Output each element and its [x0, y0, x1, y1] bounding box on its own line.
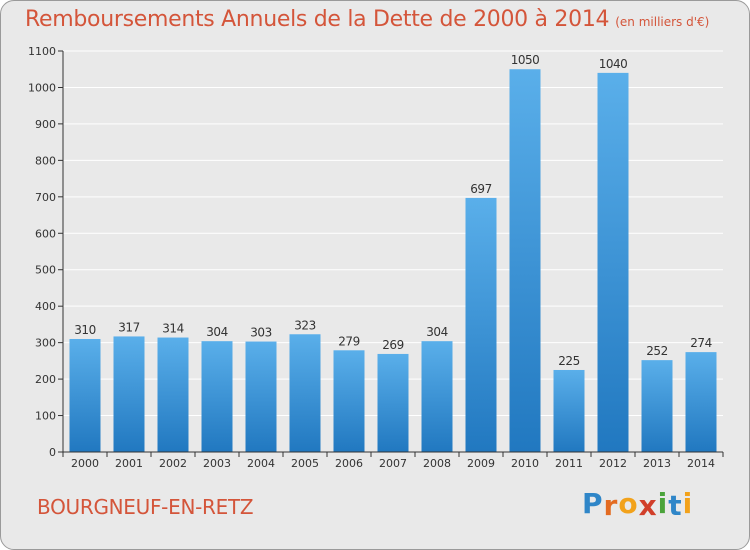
y-tick-label: 800 — [35, 154, 56, 167]
value-label-2012: 1040 — [599, 57, 628, 71]
bars — [69, 69, 717, 453]
y-tick-label: 100 — [35, 410, 56, 423]
bar-2011 — [553, 369, 585, 452]
value-label-2003: 304 — [206, 325, 227, 339]
value-label-2007: 269 — [382, 338, 403, 352]
x-tick-label-2000: 2000 — [71, 457, 99, 470]
x-tick-label-2013: 2013 — [643, 457, 671, 470]
chart-title: Remboursements Annuels de la Dette de 20… — [25, 7, 610, 32]
x-tick-label-2007: 2007 — [379, 457, 407, 470]
value-label-2004: 303 — [250, 326, 271, 340]
logo-letter: r — [603, 489, 619, 522]
logo-letter: i — [682, 487, 694, 520]
x-tick-label-2011: 2011 — [555, 457, 583, 470]
x-tick-label-2006: 2006 — [335, 457, 363, 470]
chart-title-group: Remboursements Annuels de la Dette de 20… — [25, 7, 709, 32]
logo-letter: t — [668, 489, 683, 522]
proxiti-logo[interactable]: Proxiti — [582, 487, 694, 522]
value-label-2010: 1050 — [511, 53, 540, 67]
logo-letter: o — [618, 487, 639, 520]
labels: 0 100 200 300 400 500 600 700 800 900 1000 1100 310 2… — [28, 45, 715, 470]
value-label-2008: 304 — [426, 325, 447, 339]
x-tick-label-2012: 2012 — [599, 457, 627, 470]
y-tick-label: 300 — [35, 337, 56, 350]
x-tick-label-2010: 2010 — [511, 457, 539, 470]
bar-2004 — [245, 341, 277, 452]
value-label-2005: 323 — [294, 318, 315, 332]
bar-2010 — [509, 69, 541, 453]
logo-letter: i — [657, 487, 669, 520]
bar-2002 — [157, 337, 189, 452]
y-tick-label: 400 — [35, 300, 56, 313]
y-tick-label: 0 — [49, 446, 56, 459]
value-label-2002: 314 — [162, 322, 183, 336]
x-tick-label-2005: 2005 — [291, 457, 319, 470]
bar-2000 — [69, 338, 101, 452]
chart-subtitle: (en milliers d'€) — [615, 15, 710, 29]
y-tick-label: 900 — [35, 118, 56, 131]
y-tick-label: 1000 — [28, 81, 56, 94]
axes — [58, 50, 724, 457]
bar-2006 — [333, 350, 365, 452]
value-label-2001: 317 — [118, 320, 139, 334]
logo-letter: x — [638, 489, 658, 522]
y-tick-label: 500 — [35, 264, 56, 277]
x-tick-label-2001: 2001 — [115, 457, 143, 470]
bar-2014 — [685, 352, 717, 452]
bar-2013 — [641, 360, 673, 452]
y-tick-label: 600 — [35, 227, 56, 240]
value-label-2014: 274 — [690, 336, 711, 350]
bar-2005 — [289, 334, 321, 452]
x-tick-label-2002: 2002 — [159, 457, 187, 470]
x-tick-label-2004: 2004 — [247, 457, 275, 470]
bar-2009 — [465, 197, 497, 452]
y-tick-label: 1100 — [28, 45, 56, 58]
y-tick-label: 200 — [35, 373, 56, 386]
value-label-2013: 252 — [646, 344, 667, 358]
commune-name: BOURGNEUF-EN-RETZ — [37, 495, 254, 519]
x-tick-label-2008: 2008 — [423, 457, 451, 470]
value-label-2009: 697 — [470, 182, 491, 196]
y-tick-label: 700 — [35, 191, 56, 204]
x-tick-label-2009: 2009 — [467, 457, 495, 470]
value-label-2011: 225 — [558, 354, 579, 368]
logo-letter: P — [582, 487, 604, 520]
value-label-2000: 310 — [74, 323, 95, 337]
bar-2007 — [377, 353, 409, 452]
value-label-2006: 279 — [338, 334, 359, 348]
x-tick-label-2014: 2014 — [687, 457, 715, 470]
x-tick-label-2003: 2003 — [203, 457, 231, 470]
bar-2001 — [113, 336, 145, 452]
bar-2003 — [201, 341, 233, 452]
bar-2012 — [597, 72, 629, 452]
bar-2008 — [421, 341, 453, 452]
